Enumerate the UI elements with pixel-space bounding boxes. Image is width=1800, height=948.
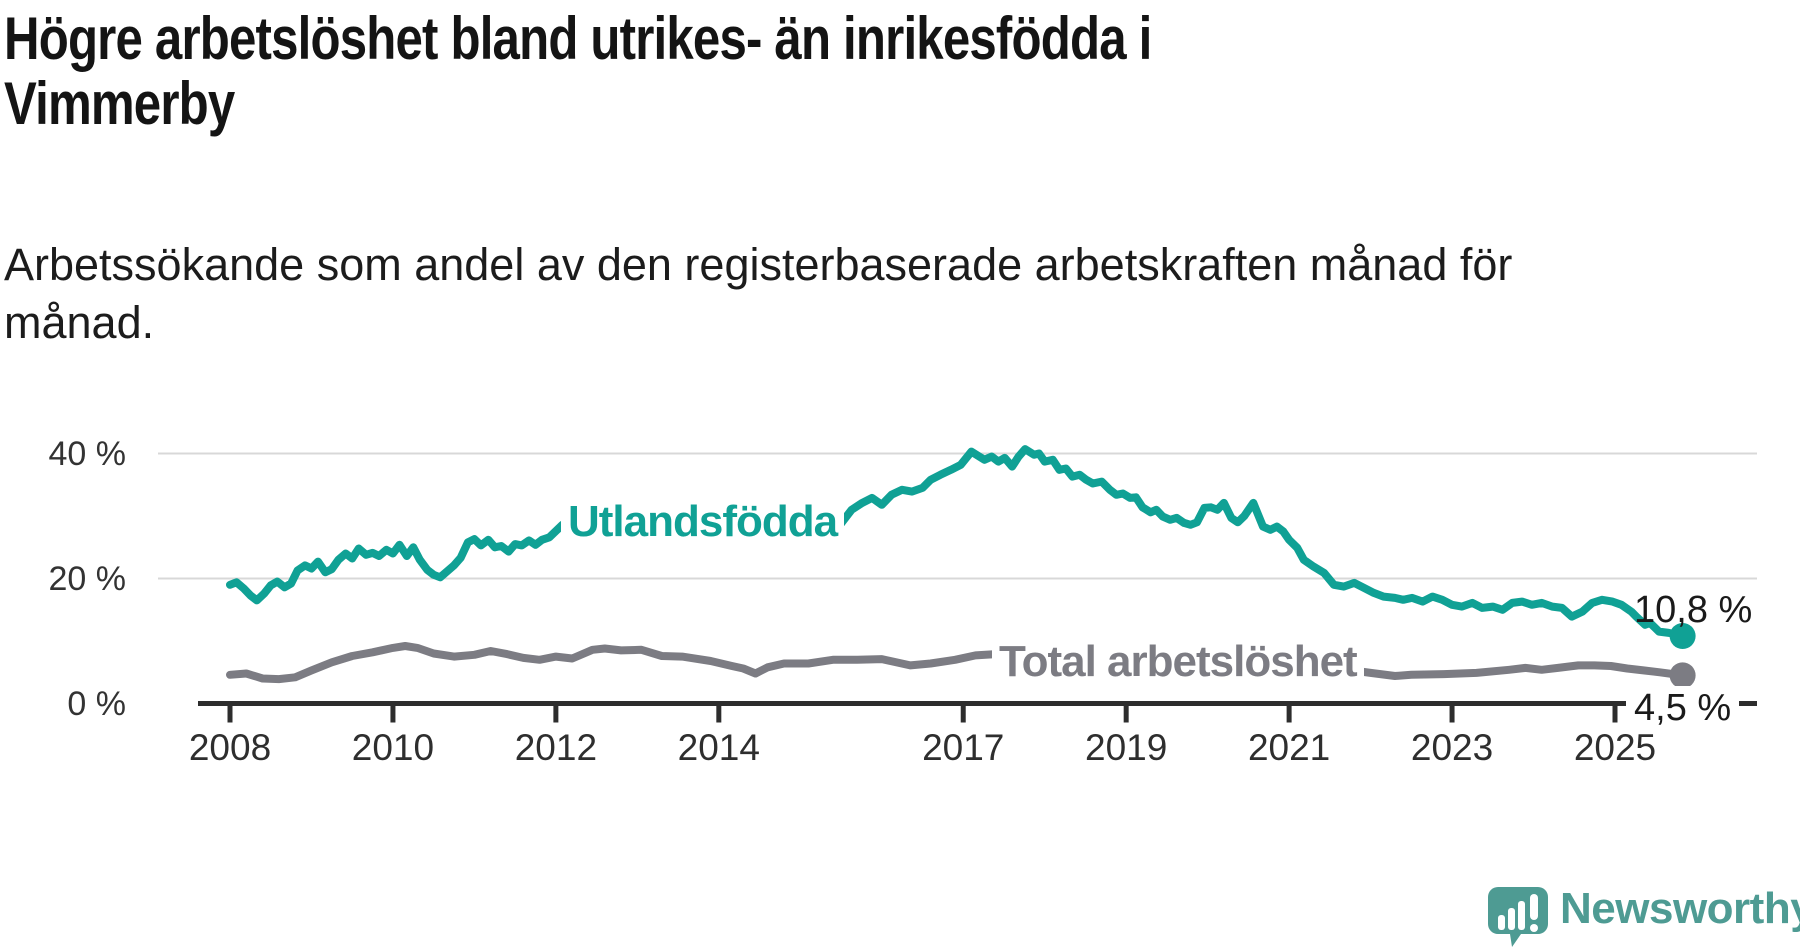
chart-subtitle-line2: månad.: [4, 297, 155, 348]
series-end-dot-utlandsfodda: [1669, 623, 1696, 649]
x-axis-tick-label: 2017: [922, 727, 1005, 768]
y-axis-tick-label: 0 %: [67, 684, 126, 723]
series-end-dot-total: [1669, 662, 1696, 689]
chart-subtitle: Arbetssökande som andel av den registerb…: [4, 236, 1704, 352]
page-title-line1: Högre arbetslöshet bland utrikes- än inr…: [4, 5, 1152, 72]
series-line-total: [226, 642, 1687, 684]
newsworthy-logo-text: Newsworthy: [1560, 884, 1800, 933]
x-axis-tick-label: 2025: [1573, 727, 1657, 768]
x-axis-tick-label: 2021: [1247, 727, 1331, 768]
series-label-total-arbetsloshet: Total arbetslöshet: [992, 637, 1364, 687]
x-axis-tick-label: 2023: [1410, 727, 1494, 768]
x-axis-tick-label: 2010: [351, 727, 435, 768]
page-title-line2: Vimmerby: [4, 70, 235, 137]
y-axis-tick-label: 40 %: [48, 434, 127, 473]
series-label-utlandsfodda: Utlandsfödda: [561, 497, 845, 547]
y-axis-tick-label: 20 %: [48, 559, 127, 598]
page-title: Högre arbetslöshet bland utrikes- än inr…: [4, 6, 1398, 136]
end-value-label-utlandsfodda: 10,8 %: [1634, 589, 1753, 631]
end-value-label-total: 4,5 %: [1626, 686, 1740, 730]
series-line-utlandsfodda: [226, 445, 1687, 640]
x-axis-tick-label: 2008: [188, 727, 272, 768]
newsworthy-chart-speech-bubble-icon: [1488, 887, 1548, 947]
x-axis-tick-label: 2012: [514, 727, 598, 768]
x-axis-tick-label: 2019: [1085, 727, 1168, 768]
newsworthy-logo: Newsworthy: [1488, 887, 1800, 948]
x-axis-tick-label: 2014: [677, 727, 760, 768]
chart-subtitle-line1: Arbetssökande som andel av den registerb…: [4, 239, 1513, 290]
